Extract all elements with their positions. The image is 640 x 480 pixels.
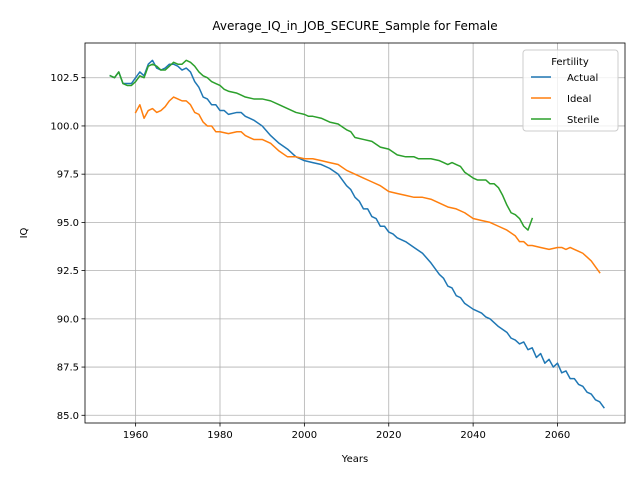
y-tick-label: 100.0: [50, 121, 79, 132]
x-tick-label: 1980: [207, 430, 232, 441]
legend-box: [522, 49, 619, 132]
legend-title: Fertility: [551, 57, 589, 68]
y-tick-label: 97.5: [57, 170, 79, 181]
y-tick-label: 92.5: [57, 266, 79, 277]
series-line-actual: [109, 59, 605, 409]
x-axis-label: Years: [341, 454, 368, 465]
y-tick-label: 85.0: [57, 411, 79, 422]
chart-title: Average_IQ_in_JOB_SECURE_Sample for Fema…: [212, 19, 497, 33]
x-tick-label: 1960: [123, 430, 148, 441]
grid: [85, 43, 625, 423]
series-line-ideal: [134, 96, 601, 274]
x-tick-label: 2020: [376, 430, 401, 441]
legend: Fertility Actual Ideal Sterile: [522, 49, 619, 132]
plot-frame: [84, 42, 626, 424]
y-tick-label: 90.0: [57, 314, 79, 325]
y-tick-label: 87.5: [57, 363, 79, 374]
legend-label-ideal: Ideal: [567, 94, 591, 105]
series-line-sterile: [109, 59, 534, 231]
y-tick-label: 102.5: [50, 73, 79, 84]
y-tick-label: 95.0: [57, 218, 79, 229]
axis-ticks: 1960 1980 2000 2020 2040 2060 85.0 87.5 90.0 92.5…: [50, 73, 570, 441]
x-tick-label: 2060: [545, 430, 570, 441]
legend-label-actual: Actual: [567, 73, 598, 84]
y-axis-label: IQ: [19, 227, 30, 238]
x-tick-label: 2040: [460, 430, 485, 441]
series-lines: [109, 59, 605, 409]
x-tick-label: 2000: [292, 430, 317, 441]
legend-label-sterile: Sterile: [567, 115, 599, 126]
